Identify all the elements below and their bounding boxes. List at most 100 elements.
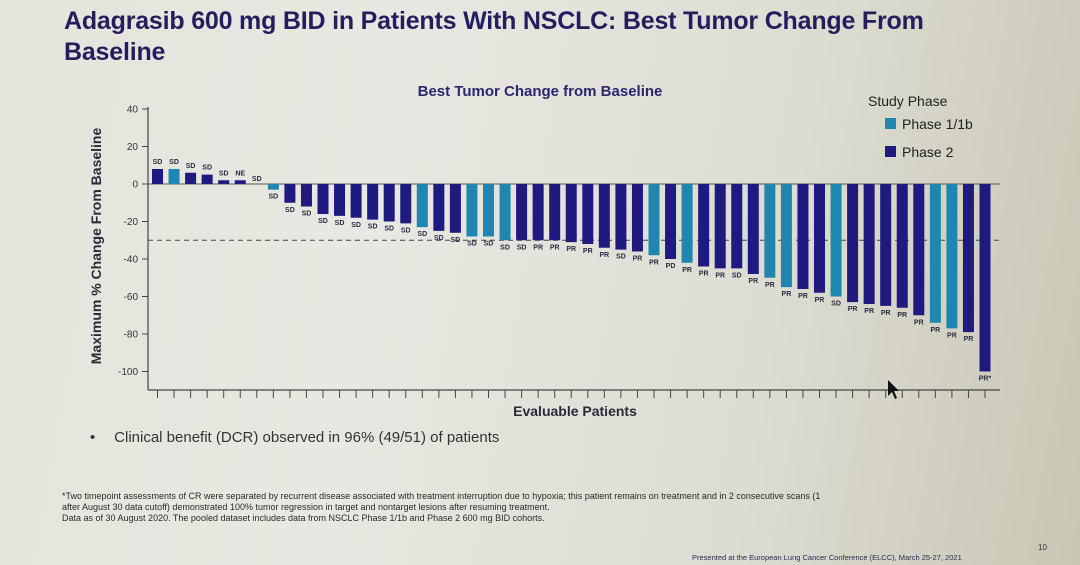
patient-bar: [698, 184, 710, 267]
response-label: PR: [798, 293, 808, 300]
patient-bar: [433, 184, 445, 231]
patient-bar: [284, 184, 296, 203]
response-label: PR: [947, 332, 957, 339]
patient-bar: [565, 184, 577, 243]
response-label: PR: [914, 319, 924, 326]
y-tick-label: -20: [124, 217, 139, 228]
response-label: SD: [517, 244, 527, 251]
patient-bar: [797, 184, 809, 289]
patient-bar: [780, 184, 792, 288]
footnote: *Two timepoint assessments of CR were se…: [62, 491, 1012, 524]
chart-title: Best Tumor Change from Baseline: [418, 83, 663, 100]
response-label: PR: [533, 244, 543, 251]
patient-bar: [880, 184, 892, 306]
y-axis-label: Maximum % Change From Baseline: [88, 128, 104, 365]
page-number: 10: [1038, 543, 1047, 552]
legend-swatch-phase-2: [885, 146, 896, 157]
patient-bar: [863, 184, 875, 304]
patient-bar: [234, 180, 246, 184]
patient-bar: [814, 184, 825, 293]
patient-bar: [747, 184, 759, 274]
response-label: PR: [550, 244, 560, 251]
response-label: SD: [252, 176, 262, 183]
response-label: PR: [599, 252, 609, 259]
response-label: SD: [351, 222, 361, 229]
patient-bar: [516, 184, 528, 241]
response-label: PR: [649, 259, 659, 266]
response-label: PR: [715, 272, 725, 279]
legend-label-phase-2: Phase 2: [902, 144, 954, 160]
patient-bar: [764, 184, 776, 278]
patient-bar: [532, 184, 544, 241]
response-label: SD: [285, 207, 295, 214]
patient-bar: [962, 184, 974, 333]
patient-bar: [168, 169, 180, 184]
response-label: PR: [782, 291, 792, 298]
response-label: SD: [434, 235, 444, 242]
response-label: PR*: [979, 376, 992, 383]
patient-bar: [499, 184, 511, 241]
patient-bar: [367, 184, 379, 220]
response-label: PR: [897, 312, 907, 319]
bar-labels-group: SD SD SD SD SD NE SD SD SD SD SD SD SD SD SD SD SD SD SD SD…: [153, 159, 992, 383]
response-label: PR: [864, 308, 874, 315]
response-label: SD: [268, 194, 278, 201]
bullet-text: Clinical benefit (DCR) observed in 96% (…: [114, 429, 500, 446]
response-label: SD: [732, 272, 742, 279]
legend: Study Phase Phase 1/1b Phase 2: [868, 93, 973, 160]
patient-bar: [665, 184, 677, 259]
dcr-bullet: • Clinical benefit (DCR) observed in 96%…: [90, 429, 499, 446]
y-tick-label: 40: [127, 105, 139, 116]
patient-bar: [334, 184, 346, 216]
y-tick-label: -40: [124, 255, 139, 266]
conference-credit: Presented at the European Lung Cancer Co…: [692, 553, 962, 562]
patient-bar: [830, 184, 842, 297]
response-label: PR: [682, 267, 692, 274]
patient-bar: [615, 184, 627, 250]
response-label: SD: [169, 159, 179, 166]
response-label: PR: [881, 310, 891, 317]
response-label: SD: [417, 231, 427, 238]
response-label: SD: [484, 241, 494, 248]
response-label: SD: [451, 237, 461, 244]
patient-bar: [731, 184, 743, 269]
patient-bar: [979, 184, 991, 372]
patient-bar: [929, 184, 941, 323]
slide-title: Adagrasib 600 mg BID in Patients With NS…: [64, 7, 924, 66]
response-label: SD: [384, 226, 394, 233]
patient-bar: [267, 184, 279, 190]
x-axis-label: Evaluable Patients: [513, 403, 637, 419]
patient-bar: [400, 184, 412, 224]
y-tick-label: -60: [124, 292, 139, 303]
response-label: SD: [335, 220, 345, 227]
patient-bar: [631, 184, 643, 252]
x-axis: [148, 389, 1000, 398]
patient-bar: [218, 180, 230, 184]
response-label: SD: [302, 211, 312, 218]
response-label: PR: [815, 297, 825, 304]
patient-bar: [185, 172, 197, 184]
response-label: SD: [318, 218, 328, 225]
response-label: SD: [616, 254, 626, 261]
footnote-line: Data as of 30 August 2020. The pooled da…: [62, 513, 545, 523]
response-label: PR: [633, 256, 643, 263]
bars-group: [152, 169, 991, 372]
response-label: PR: [765, 282, 775, 289]
patient-bar: [582, 184, 594, 244]
patient-bar: [714, 184, 726, 269]
patient-bar: [300, 184, 312, 207]
patient-bar: [466, 184, 478, 237]
legend-title: Study Phase: [868, 93, 948, 109]
patient-bar: [317, 184, 329, 214]
response-label: PR: [699, 271, 709, 278]
response-label: PR: [964, 336, 974, 343]
response-label: PR: [930, 327, 940, 334]
footnote-line: *Two timepoint assessments of CR were se…: [62, 491, 821, 501]
response-label: SD: [202, 165, 212, 172]
response-label: PD: [666, 263, 676, 270]
legend-swatch-phase-1-1b: [885, 118, 896, 129]
patient-bar: [383, 184, 395, 222]
response-label: PR: [566, 246, 576, 253]
patient-bar: [896, 184, 908, 308]
response-label: NE: [235, 170, 245, 177]
